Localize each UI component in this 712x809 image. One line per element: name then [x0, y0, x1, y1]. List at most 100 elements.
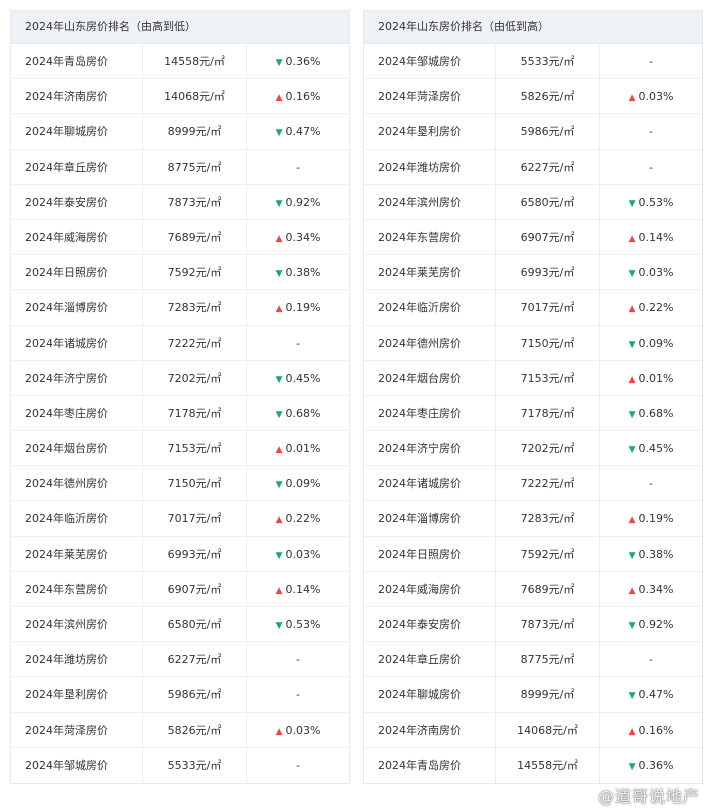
up-triangle-icon: ▲ [275, 304, 283, 315]
up-triangle-icon: ▲ [275, 445, 283, 456]
price-cell: 7017元/㎡ [143, 501, 247, 536]
change-cell: - [600, 150, 702, 184]
change-cell: ▲ 0.22% [247, 501, 349, 535]
change-cell: ▲ 0.01% [600, 361, 702, 395]
price-cell: 7153元/㎡ [496, 360, 600, 395]
price-cell: 6227元/㎡ [496, 149, 600, 184]
watermark: @道哥说地产 [597, 787, 700, 806]
down-triangle-icon: ▼ [275, 621, 283, 631]
change-value: 0.47% [638, 688, 674, 702]
change-cell: - [247, 326, 349, 360]
table-row: 2024年邹城房价 5533元/㎡ - [11, 747, 349, 783]
table-row: 2024年枣庄房价 7178元/㎡ ▼ 0.68% [11, 395, 349, 432]
down-triangle-icon: ▼ [628, 409, 636, 420]
city-cell: 2024年泰安房价 [364, 607, 496, 642]
table-row: 2024年东营房价 6907元/㎡ ▲ 0.14% [11, 571, 349, 607]
down-triangle-icon: ▼ [628, 339, 636, 350]
change-value: 0.19% [285, 301, 321, 315]
price-cell: 7592元/㎡ [496, 536, 600, 571]
change-value: - [649, 125, 653, 139]
city-cell: 2024年邹城房价 [364, 44, 496, 79]
city-cell: 2024年滨州房价 [11, 607, 143, 642]
city-cell: 2024年烟台房价 [364, 360, 496, 395]
change-value: - [296, 688, 300, 702]
change-value: 0.01% [285, 442, 321, 456]
change-cell: ▲ 0.34% [247, 220, 349, 254]
city-cell: 2024年济南房价 [364, 712, 496, 747]
change-cell: - [247, 748, 349, 783]
down-triangle-icon: ▼ [628, 691, 636, 702]
city-cell: 2024年济宁房价 [364, 431, 496, 466]
change-cell: - [247, 677, 349, 711]
change-value: 0.09% [638, 336, 674, 350]
change-cell: ▼ 0.68% [247, 396, 349, 430]
change-value: 0.53% [285, 618, 321, 631]
change-value: 0.22% [638, 301, 674, 315]
change-value: 0.36% [285, 55, 321, 68]
change-value: 0.68% [285, 406, 321, 420]
down-triangle-icon: ▼ [275, 409, 283, 420]
table-row: 2024年枣庄房价 7178元/㎡ ▼ 0.68% [364, 395, 702, 432]
change-value: 0.34% [285, 230, 321, 244]
change-cell: ▼ 0.38% [600, 537, 702, 571]
price-cell: 5826元/㎡ [143, 712, 247, 747]
down-triangle-icon: ▼ [275, 128, 283, 139]
table-row: 2024年青岛房价 14558元/㎡ ▼ 0.36% [11, 44, 349, 80]
up-triangle-icon: ▲ [275, 233, 283, 244]
change-value: 0.09% [285, 477, 321, 491]
change-value: 0.45% [638, 442, 674, 456]
up-triangle-icon: ▲ [628, 93, 636, 104]
price-cell: 7873元/㎡ [143, 184, 247, 219]
change-value: 0.34% [638, 582, 674, 596]
city-cell: 2024年淄博房价 [11, 290, 143, 325]
down-triangle-icon: ▼ [628, 761, 636, 772]
change-value: 0.19% [638, 512, 674, 526]
price-cell: 7153元/㎡ [143, 431, 247, 466]
price-cell: 6907元/㎡ [496, 219, 600, 255]
table-title: 2024年山东房价排名（由高到低） [11, 11, 349, 44]
city-cell: 2024年德州房价 [11, 466, 143, 501]
up-triangle-icon: ▲ [628, 304, 636, 315]
up-triangle-icon: ▲ [275, 93, 283, 104]
table-row: 2024年菏泽房价 5826元/㎡ ▲ 0.03% [11, 712, 349, 748]
change-cell: - [600, 642, 702, 676]
change-value: - [649, 160, 653, 174]
city-cell: 2024年泰安房价 [11, 184, 143, 219]
table-row: 2024年章丘房价 8775元/㎡ - [11, 149, 349, 185]
price-cell: 7150元/㎡ [143, 466, 247, 501]
table-row: 2024年青岛房价 14558元/㎡ ▼ 0.36% [364, 747, 702, 783]
change-cell: ▲ 0.34% [600, 572, 702, 606]
price-cell: 14558元/㎡ [496, 747, 600, 783]
price-cell: 6993元/㎡ [143, 536, 247, 571]
table-row: 2024年潍坊房价 6227元/㎡ - [364, 149, 702, 185]
city-cell: 2024年潍坊房价 [11, 642, 143, 677]
city-cell: 2024年章丘房价 [364, 642, 496, 677]
change-value: 0.92% [638, 618, 674, 631]
city-cell: 2024年枣庄房价 [11, 395, 143, 431]
table-row: 2024年威海房价 7689元/㎡ ▲ 0.34% [364, 571, 702, 607]
down-triangle-icon: ▼ [628, 550, 636, 561]
city-cell: 2024年邹城房价 [11, 747, 143, 783]
change-value: - [296, 160, 300, 174]
change-cell: ▼ 0.09% [600, 326, 702, 360]
price-cell: 5826元/㎡ [496, 79, 600, 114]
city-cell: 2024年菏泽房价 [11, 712, 143, 747]
change-cell: ▼ 0.47% [600, 677, 702, 711]
change-value: 0.16% [285, 90, 321, 104]
price-cell: 5986元/㎡ [143, 677, 247, 712]
change-value: 0.22% [285, 512, 321, 526]
down-triangle-icon: ▼ [628, 269, 636, 280]
city-cell: 2024年垦利房价 [11, 677, 143, 712]
down-triangle-icon: ▼ [628, 621, 636, 631]
change-cell: ▼ 0.53% [600, 185, 702, 219]
change-value: 0.53% [638, 195, 674, 209]
table-row: 2024年莱芜房价 6993元/㎡ ▼ 0.03% [364, 255, 702, 291]
down-triangle-icon: ▼ [628, 445, 636, 456]
city-cell: 2024年潍坊房价 [364, 149, 496, 184]
table-row: 2024年垦利房价 5986元/㎡ - [11, 677, 349, 713]
change-cell: ▲ 0.22% [600, 290, 702, 324]
price-cell: 6580元/㎡ [496, 184, 600, 219]
up-triangle-icon: ▲ [275, 726, 283, 737]
table-row: 2024年日照房价 7592元/㎡ ▼ 0.38% [364, 536, 702, 572]
change-value: 0.38% [285, 266, 321, 280]
